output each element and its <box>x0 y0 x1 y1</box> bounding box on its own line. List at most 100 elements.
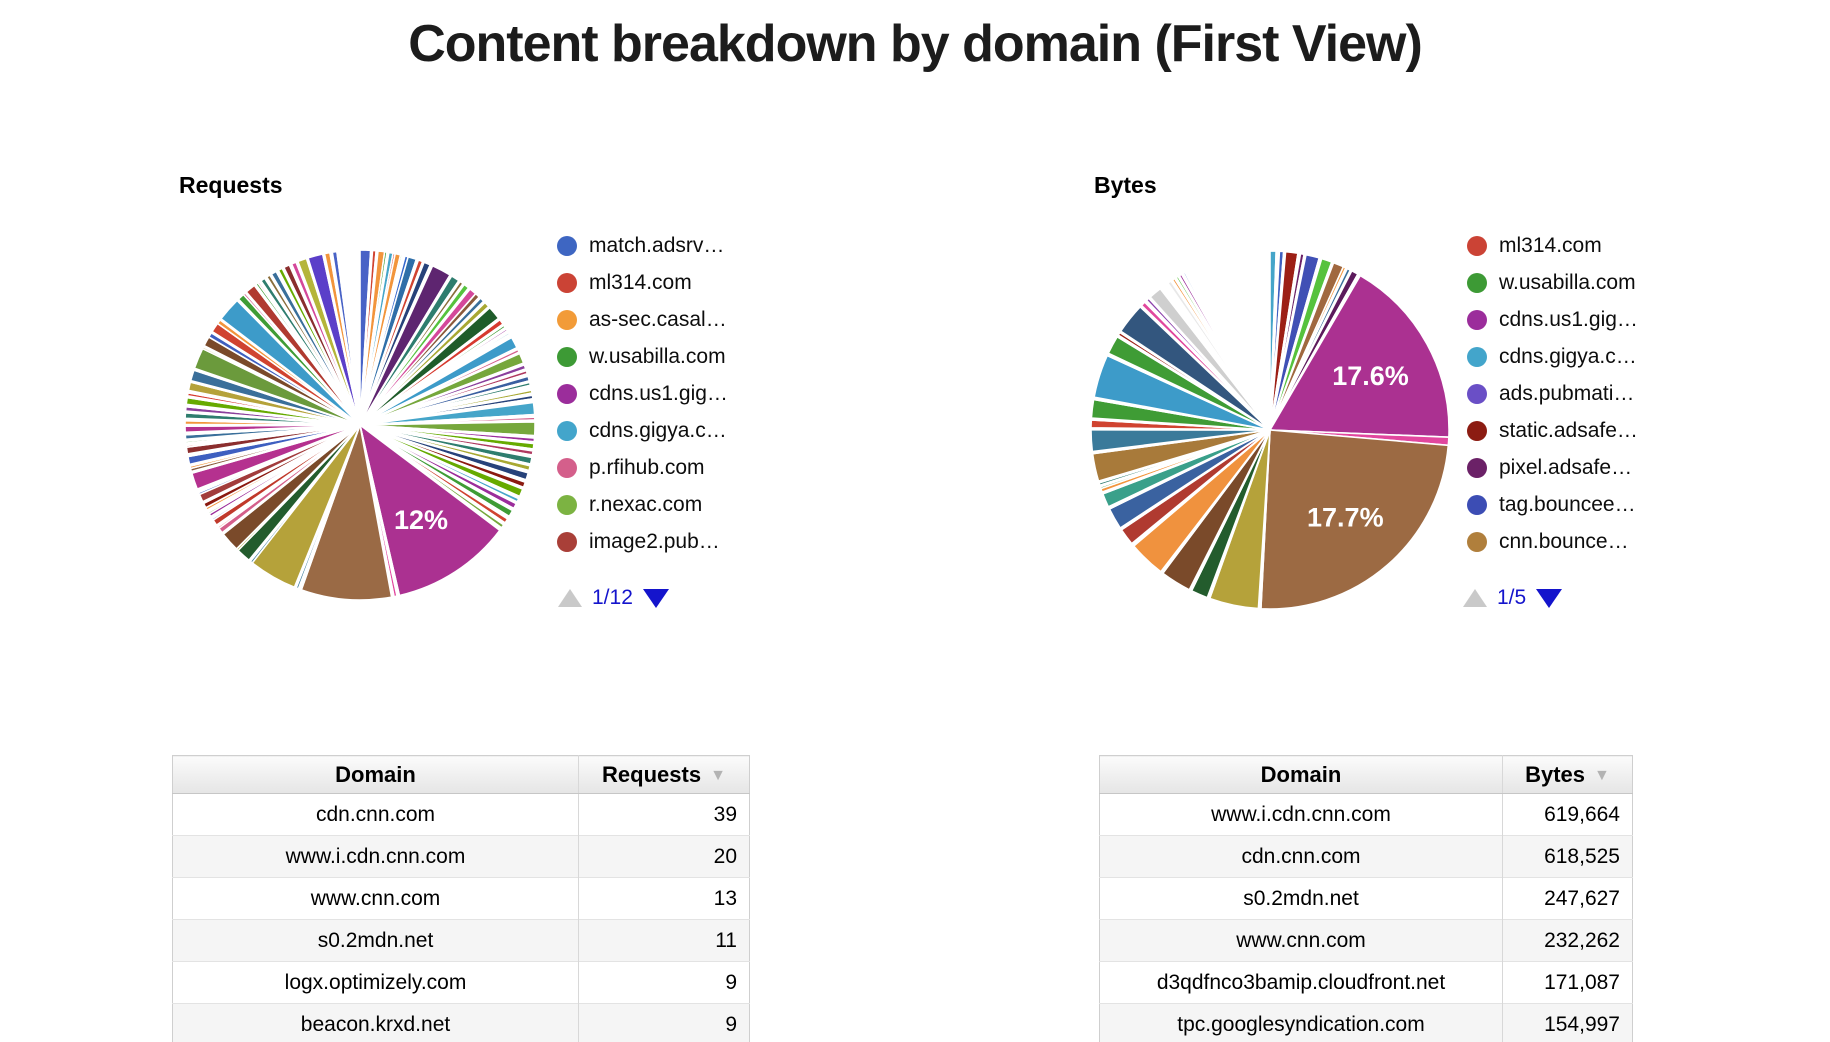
table-row[interactable]: tpc.googlesyndication.com 154,997 <box>1099 1003 1633 1042</box>
value-cell[interactable]: 9 <box>578 961 750 1004</box>
legend-page-indicator: 1/5 <box>1497 586 1527 609</box>
domain-cell[interactable]: www.cnn.com <box>1099 919 1503 962</box>
pie-slice[interactable] <box>1268 274 1450 439</box>
legend-swatch-icon <box>1467 494 1487 515</box>
legend-item[interactable]: cdns.us1.gig… <box>1467 301 1767 338</box>
legend-item[interactable]: ads.pubmati… <box>1467 375 1767 412</box>
legend-item[interactable]: cnn.bounce… <box>1467 523 1767 560</box>
column-header-domain[interactable]: Domain <box>1099 755 1503 794</box>
table-row[interactable]: cdn.cnn.com 39 <box>172 793 750 836</box>
pie-slice[interactable] <box>336 250 361 426</box>
legend-item[interactable]: ml314.com <box>1467 227 1767 264</box>
domain-cell[interactable]: www.i.cdn.cnn.com <box>1099 793 1503 836</box>
legend-swatch-icon <box>1467 420 1487 441</box>
bytes-legend: ml314.com w.usabilla.com cdns.us1.gig… cdns… <box>1467 227 1767 560</box>
table-row[interactable]: www.cnn.com 13 <box>172 877 750 920</box>
domain-cell[interactable]: s0.2mdn.net <box>1099 877 1503 920</box>
table-row[interactable]: www.i.cdn.cnn.com 20 <box>172 835 750 878</box>
legend-swatch-icon <box>1467 235 1487 256</box>
legend-page-indicator: 1/12 <box>592 586 633 609</box>
table-row[interactable]: s0.2mdn.net 247,627 <box>1099 877 1633 920</box>
domain-cell[interactable]: d3qdfnco3bamip.cloudfront.net <box>1099 961 1503 1004</box>
legend-swatch-icon <box>1467 383 1487 404</box>
domain-cell[interactable]: s0.2mdn.net <box>172 919 579 962</box>
value-cell[interactable]: 11 <box>578 919 750 962</box>
table-row[interactable]: cdn.cnn.com 618,525 <box>1099 835 1633 878</box>
legend-page-down-icon[interactable] <box>642 588 669 608</box>
legend-item[interactable]: tag.bouncee… <box>1467 486 1767 523</box>
legend-item[interactable]: image2.pub… <box>557 523 857 560</box>
legend-item-label: static.adsafe… <box>1499 418 1638 442</box>
legend-item-label: p.rfihub.com <box>589 455 705 479</box>
legend-item[interactable]: match.adsrv… <box>557 227 857 264</box>
column-header-domain[interactable]: Domain <box>172 755 579 794</box>
value-cell[interactable]: 154,997 <box>1502 1003 1633 1042</box>
domain-cell[interactable]: cdn.cnn.com <box>172 793 579 836</box>
domain-cell[interactable]: www.i.cdn.cnn.com <box>172 835 579 878</box>
table-row[interactable]: d3qdfnco3bamip.cloudfront.net 171,087 <box>1099 961 1633 1004</box>
requests-chart-title: Requests <box>179 172 283 198</box>
pie-slice[interactable] <box>300 421 393 601</box>
value-cell[interactable]: 247,627 <box>1502 877 1633 920</box>
legend-page-up-icon[interactable] <box>558 589 582 607</box>
pie-slice[interactable] <box>1260 429 1450 610</box>
table-row[interactable]: beacon.krxd.net 9 <box>172 1003 750 1042</box>
legend-item-label: ml314.com <box>589 270 692 294</box>
legend-item[interactable]: cdns.gigya.c… <box>1467 338 1767 375</box>
bytes-by-domain-table: Domain Bytes ▼ www.i.cdn.cnn.com 619,664 cdn.… <box>1099 755 1633 1042</box>
domain-cell[interactable]: www.cnn.com <box>172 877 579 920</box>
legend-item-label: ads.pubmati… <box>1499 381 1635 405</box>
legend-swatch-icon <box>1467 346 1487 367</box>
legend-item[interactable]: static.adsafe… <box>1467 412 1767 449</box>
table-row[interactable]: logx.optimizely.com 9 <box>172 961 750 1004</box>
table-row[interactable]: www.cnn.com 232,262 <box>1099 919 1633 962</box>
pie-slice[interactable] <box>1189 255 1271 431</box>
value-cell[interactable]: 13 <box>578 877 750 920</box>
legend-swatch-icon <box>557 420 577 441</box>
legend-item[interactable]: cdns.us1.gig… <box>557 375 857 412</box>
legend-swatch-icon <box>557 272 577 293</box>
value-cell[interactable]: 20 <box>578 835 750 878</box>
legend-item[interactable]: ml314.com <box>557 264 857 301</box>
legend-swatch-icon <box>557 494 577 515</box>
table-row[interactable]: www.i.cdn.cnn.com 619,664 <box>1099 793 1633 836</box>
legend-item[interactable]: pixel.adsafe… <box>1467 449 1767 486</box>
value-cell[interactable]: 9 <box>578 1003 750 1042</box>
bytes-chart-title: Bytes <box>1094 172 1157 198</box>
value-cell[interactable]: 618,525 <box>1502 835 1633 878</box>
legend-swatch-icon <box>557 457 577 478</box>
pie-slice-percentage-label: 12% <box>394 505 448 535</box>
value-cell[interactable]: 39 <box>578 793 750 836</box>
value-cell[interactable]: 171,087 <box>1502 961 1633 1004</box>
requests-pie-chart[interactable]: 12% <box>183 248 537 602</box>
column-header-requests[interactable]: Requests ▼ <box>578 755 750 794</box>
legend-item[interactable]: cdns.gigya.c… <box>557 412 857 449</box>
legend-item[interactable]: r.nexac.com <box>557 486 857 523</box>
legend-item[interactable]: w.usabilla.com <box>1467 264 1767 301</box>
legend-item[interactable]: w.usabilla.com <box>557 338 857 375</box>
domain-cell[interactable]: cdn.cnn.com <box>1099 835 1503 878</box>
column-header-bytes[interactable]: Bytes ▼ <box>1502 755 1633 794</box>
sort-desc-icon: ▼ <box>710 766 726 784</box>
pie-slice[interactable] <box>358 423 501 597</box>
bytes-pie-chart[interactable]: 17.6% 17.7% <box>1089 249 1451 611</box>
domain-cell[interactable]: tpc.googlesyndication.com <box>1099 1003 1503 1042</box>
value-cell[interactable]: 619,664 <box>1502 793 1633 836</box>
sort-desc-icon: ▼ <box>1594 766 1610 784</box>
bytes-legend-pager: 1/5 <box>1463 586 1563 610</box>
legend-item-label: as-sec.casal… <box>589 307 727 331</box>
legend-swatch-icon <box>557 531 577 552</box>
legend-swatch-icon <box>1467 457 1487 478</box>
legend-item[interactable]: as-sec.casal… <box>557 301 857 338</box>
legend-page-up-icon[interactable] <box>1463 589 1487 607</box>
domain-cell[interactable]: beacon.krxd.net <box>172 1003 579 1042</box>
table-row[interactable]: s0.2mdn.net 11 <box>172 919 750 962</box>
legend-item-label: image2.pub… <box>589 529 720 553</box>
value-cell[interactable]: 232,262 <box>1502 919 1633 962</box>
legend-item-label: w.usabilla.com <box>1499 270 1636 294</box>
legend-item[interactable]: p.rfihub.com <box>557 449 857 486</box>
legend-page-down-icon[interactable] <box>1536 588 1563 608</box>
domain-cell[interactable]: logx.optimizely.com <box>172 961 579 1004</box>
requests-legend-pager: 1/12 <box>558 586 669 610</box>
pie-slice-percentage-label: 17.7% <box>1307 502 1384 532</box>
